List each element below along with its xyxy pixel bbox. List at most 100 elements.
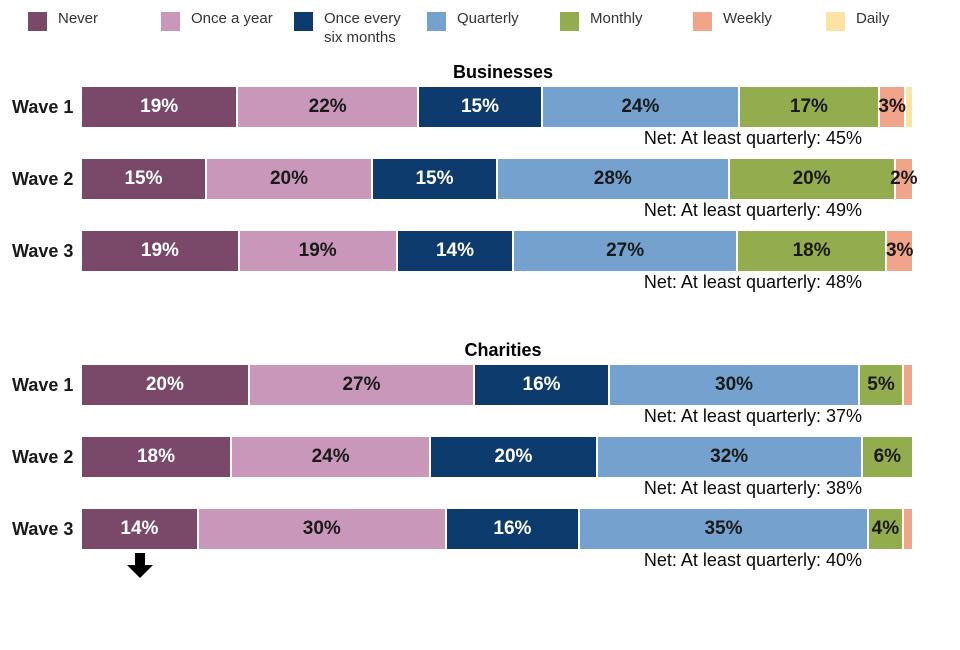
- segment-value-label: 19%: [140, 240, 179, 261]
- segment-value-label: 5%: [867, 374, 895, 395]
- segment-value-label: 20%: [145, 374, 184, 395]
- segment-value-label: 30%: [302, 518, 341, 539]
- net-row: Net: At least quarterly: 45%: [88, 128, 918, 148]
- down-arrow-icon: [127, 553, 153, 578]
- net-row: Net: At least quarterly: 40%: [88, 550, 918, 578]
- legend-item-label: Quarterly: [457, 10, 519, 27]
- segment-daily: [906, 87, 912, 127]
- segment-weekly: 3%: [878, 87, 906, 127]
- stacked-bar: 19% 19% 14% 27% 18% 3%: [82, 231, 914, 271]
- segment-once-a-year: 20%: [207, 159, 371, 199]
- net-label: Net: At least quarterly: 37%: [643, 406, 862, 426]
- legend-item-label: Once every six months: [324, 10, 401, 46]
- segment-never: 19%: [82, 87, 237, 127]
- segment-once-every-six-months: 16%: [475, 365, 608, 405]
- legend-item-never: Never: [28, 10, 161, 31]
- segment-quarterly: 27%: [514, 231, 736, 271]
- net-label: Net: At least quarterly: 38%: [643, 478, 862, 498]
- segment-value-label: 24%: [621, 96, 660, 117]
- segment-quarterly: 35%: [580, 509, 867, 549]
- segment-monthly: 20%: [729, 159, 894, 199]
- segment-value-label: 16%: [522, 374, 561, 395]
- once-every-six-months-swatch-icon: [294, 12, 313, 31]
- wave-label: Wave 2: [12, 446, 74, 467]
- segment-value-label: 3%: [885, 240, 914, 261]
- segment-value-label: 32%: [710, 446, 749, 467]
- legend-item-label: Monthly: [590, 10, 643, 27]
- segment-value-label: 17%: [789, 96, 828, 117]
- wave-label: Wave 1: [12, 374, 74, 395]
- segment-value-label: 28%: [593, 168, 632, 189]
- segment-value-label: 27%: [606, 240, 645, 261]
- segment-weekly: [903, 365, 913, 405]
- segment-quarterly: 28%: [498, 159, 728, 199]
- segment-value-label: 15%: [460, 96, 499, 117]
- businesses-title: Businesses: [452, 62, 554, 82]
- segment-value-label: 15%: [415, 168, 454, 189]
- stacked-bar: 14% 30% 16% 35% 4%: [82, 509, 912, 549]
- segment-value-label: 3%: [878, 96, 906, 117]
- net-row: Net: At least quarterly: 48%: [88, 272, 918, 292]
- wave-label: Wave 3: [12, 518, 74, 539]
- segment-value-label: 14%: [435, 240, 474, 261]
- legend-item-weekly: Weekly: [693, 10, 826, 31]
- segment-weekly: [903, 509, 912, 549]
- segment-value-label: 20%: [269, 168, 309, 189]
- segment-never: 15%: [82, 159, 205, 199]
- net-row: Net: At least quarterly: 38%: [88, 478, 918, 498]
- legend-item-once-a-year: Once a year: [161, 10, 294, 31]
- weekly-swatch-icon: [693, 12, 712, 31]
- down-arrow-stem: [135, 553, 145, 565]
- segment-value-label: 18%: [136, 446, 175, 467]
- survey-frequency-chart: Never Once a year Once every six months Qua…: [0, 10, 960, 650]
- legend-item-label: Daily: [856, 10, 890, 27]
- businesses-rows: Wave 1 19% 22% 15% 24% 17% 3% Net: At least qua…: [0, 87, 960, 292]
- segment-value-label: 27%: [342, 374, 381, 395]
- legend-item-once-every-six-months: Once every six months: [294, 10, 427, 48]
- segment-monthly: 6%: [862, 437, 912, 477]
- segment-value-label: 35%: [704, 518, 743, 539]
- wave-label: Wave 2: [12, 168, 74, 189]
- segment-weekly: 3%: [885, 231, 914, 271]
- monthly-swatch-icon: [560, 12, 579, 31]
- legend: Never Once a year Once every six months Qua…: [28, 10, 960, 54]
- wave-label: Wave 1: [12, 96, 74, 117]
- segment-once-a-year: 27%: [249, 365, 474, 405]
- segment-value-label: 16%: [493, 518, 532, 539]
- daily-swatch-icon: [826, 12, 845, 31]
- segment-value-label: 15%: [124, 168, 163, 189]
- segment-value-label: 20%: [792, 168, 831, 189]
- stacked-bar: 20% 27% 16% 30% 5%: [82, 365, 913, 405]
- segment-once-every-six-months: 14%: [397, 231, 513, 271]
- quarterly-swatch-icon: [427, 12, 446, 31]
- legend-item-label: Weekly: [723, 10, 772, 27]
- segment-value-label: 14%: [120, 518, 159, 539]
- segment-once-every-six-months: 15%: [419, 87, 541, 127]
- net-row: Net: At least quarterly: 37%: [88, 406, 918, 426]
- section-businesses: Businesses Wave 1 19% 22% 15% 24% 17% 3% Net: A…: [0, 62, 960, 292]
- down-arrow-head: [127, 565, 153, 578]
- net-row: Net: At least quarterly: 49%: [88, 200, 918, 220]
- segment-once-a-year: 24%: [231, 437, 430, 477]
- segment-monthly: 4%: [869, 509, 902, 549]
- segment-value-label: 19%: [140, 96, 179, 117]
- once-a-year-swatch-icon: [161, 12, 180, 31]
- segment-value-label: 18%: [792, 240, 831, 261]
- section-charities: Charities Wave 1 20% 27% 16% 30% 5% Net: At le…: [0, 340, 960, 578]
- segment-value-label: 20%: [494, 446, 533, 467]
- bar-row-businesses-wave-2: Wave 2 15% 20% 15% 28% 20% 2%: [0, 159, 960, 199]
- segment-once-every-six-months: 16%: [446, 509, 578, 549]
- segment-value-label: 22%: [308, 96, 347, 117]
- charities-rows: Wave 1 20% 27% 16% 30% 5% Net: At least quarte…: [0, 365, 960, 578]
- stacked-bar: 18% 24% 20% 32% 6%: [82, 437, 912, 477]
- net-label: Net: At least quarterly: 49%: [643, 200, 862, 220]
- legend-item-monthly: Monthly: [560, 10, 693, 31]
- segment-weekly: 2%: [890, 159, 918, 199]
- legend-item-label: Once a year: [191, 10, 273, 27]
- legend-item-label: Never: [58, 10, 99, 27]
- segment-monthly: 17%: [739, 87, 878, 127]
- segment-value-label: 6%: [873, 446, 902, 467]
- segment-value-label: 19%: [298, 240, 337, 261]
- stacked-bar: 19% 22% 15% 24% 17% 3%: [82, 87, 912, 127]
- segment-once-every-six-months: 20%: [431, 437, 596, 477]
